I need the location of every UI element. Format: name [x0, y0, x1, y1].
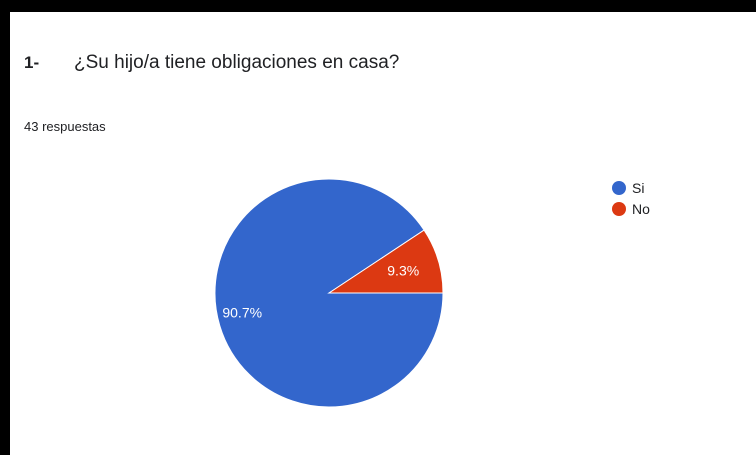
question-card: 1- ¿Su hijo/a tiene obligaciones en casa… [10, 12, 756, 455]
slice-label-no: 9.3% [387, 263, 419, 279]
legend-swatch-si [612, 180, 626, 195]
pie-slice-no[interactable] [327, 229, 444, 294]
question-header: 1- ¿Su hijo/a tiene obligaciones en casa… [24, 52, 399, 74]
chart-legend: Si No [612, 177, 650, 219]
question-text: ¿Su hijo/a tiene obligaciones en casa? [74, 52, 400, 73]
legend-item-si[interactable]: Si [612, 177, 650, 198]
pie-chart: 90.7% 9.3% [214, 178, 444, 408]
question-number: 1- [24, 53, 40, 72]
response-count: 43 respuestas [24, 119, 106, 134]
legend-label-si: Si [632, 179, 645, 196]
legend-label-no: No [632, 200, 650, 217]
legend-item-no[interactable]: No [612, 198, 650, 219]
slice-label-si: 90.7% [222, 304, 262, 320]
legend-swatch-no [612, 201, 626, 216]
